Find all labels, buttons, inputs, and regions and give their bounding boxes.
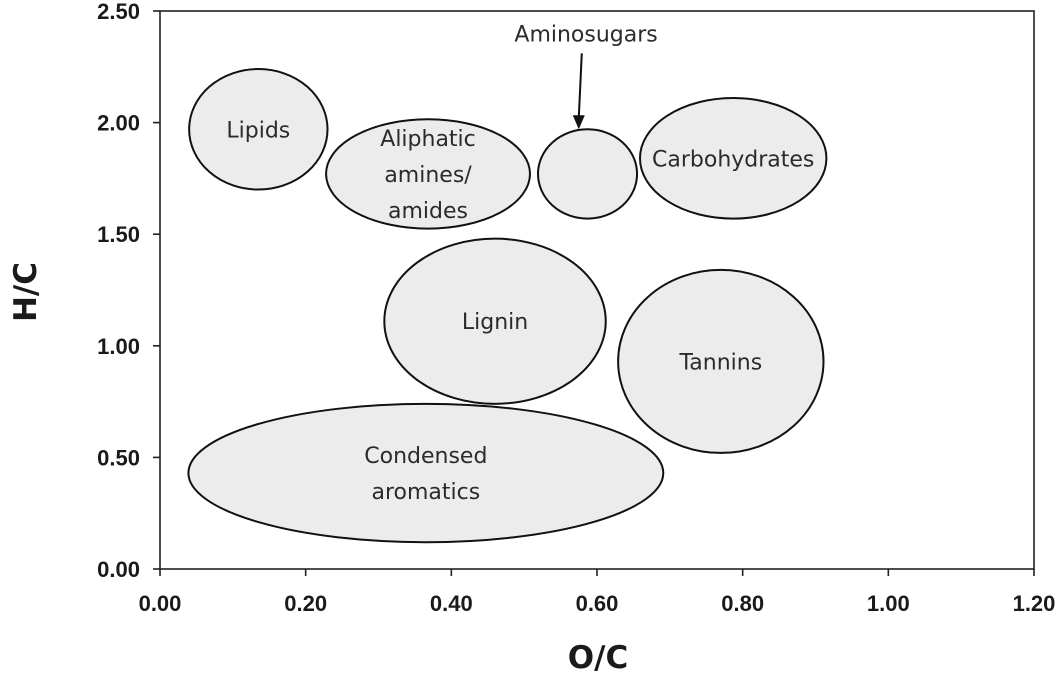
y-tick-label: 1.50: [97, 222, 140, 247]
region-label: Lipids: [226, 118, 290, 143]
axis-ticks: 0.00 0.20 0.40 0.60 0.80 1.00 1.20 0.00 0.50 1.00…: [97, 0, 1055, 616]
region-aliphatic-amines-amides: Aliphatic amines/amides: [325, 118, 531, 230]
x-tick-label: 0.40: [430, 591, 473, 616]
region-ellipse: [617, 268, 825, 454]
region-label: Carbohydrates: [652, 147, 814, 172]
region-ellipse: [325, 118, 531, 230]
y-tick-label: 2.00: [97, 111, 140, 136]
region-aminosugars: [537, 128, 639, 220]
region-lignin: Lignin: [383, 237, 607, 405]
annotation-aminosugars: Aminosugars: [514, 22, 658, 130]
region-label: Tannins: [678, 350, 762, 375]
x-tick-label: 1.00: [867, 591, 910, 616]
region-ellipse: [383, 237, 607, 405]
region-label: amines/: [384, 163, 472, 188]
region-label: amides: [388, 199, 468, 224]
annotation-arrow-shaft: [577, 53, 583, 118]
x-tick-label: 0.20: [284, 591, 327, 616]
region-label: Aliphatic: [380, 127, 476, 152]
annotation-label: Aminosugars: [514, 22, 657, 47]
region-carbohydrates: Carbohydrates: [638, 97, 828, 220]
region-label: aromatics: [371, 480, 480, 505]
compound-class-regions: Lipids Aliphatic amines/amides Carbohydrate…: [187, 68, 828, 544]
x-tick-label: 0.00: [139, 591, 182, 616]
region-ellipse: [188, 68, 329, 191]
region-tannins: Tannins: [617, 268, 825, 454]
region-label: Condensed: [364, 444, 487, 469]
y-tick-label: 0.00: [97, 557, 140, 582]
region-label: Lignin: [462, 310, 528, 335]
x-tick-label: 0.80: [721, 591, 764, 616]
region-ellipse: [638, 97, 828, 220]
region-condensed-aromatics: Condensed aromatics: [187, 402, 665, 544]
x-axis-title: O/C: [568, 640, 628, 675]
x-tick-label: 1.20: [1013, 591, 1056, 616]
y-tick-label: 2.50: [97, 0, 140, 24]
region-ellipse: [187, 402, 665, 544]
y-tick-label: 0.50: [97, 445, 140, 470]
region-lipids: Lipids: [188, 68, 329, 191]
region-ellipse: [537, 128, 639, 220]
x-tick-label: 0.60: [576, 591, 619, 616]
y-tick-label: 1.00: [97, 334, 140, 359]
y-axis-title: H/C: [8, 262, 44, 322]
arrow-head-icon: [572, 115, 585, 130]
annotations: Aminosugars: [514, 22, 658, 130]
